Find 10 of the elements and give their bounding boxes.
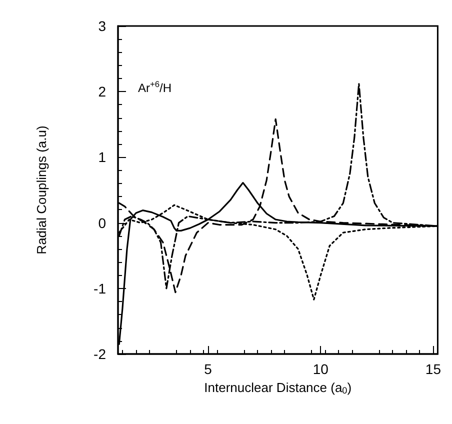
y-tick-label: 2 xyxy=(98,84,106,100)
y-tick-label: 3 xyxy=(98,18,106,34)
y-tick-label: 1 xyxy=(98,149,106,166)
y-tick-label: -2 xyxy=(94,346,106,362)
y-tick-label: -1 xyxy=(94,280,106,296)
x-tick-label: 15 xyxy=(425,361,442,377)
y-axis-title: Radial Couplings (a.u) xyxy=(34,126,49,254)
x-tick-label: 10 xyxy=(312,361,329,377)
y-tick-label: 0 xyxy=(98,214,106,231)
x-tick-label: 5 xyxy=(204,361,212,377)
